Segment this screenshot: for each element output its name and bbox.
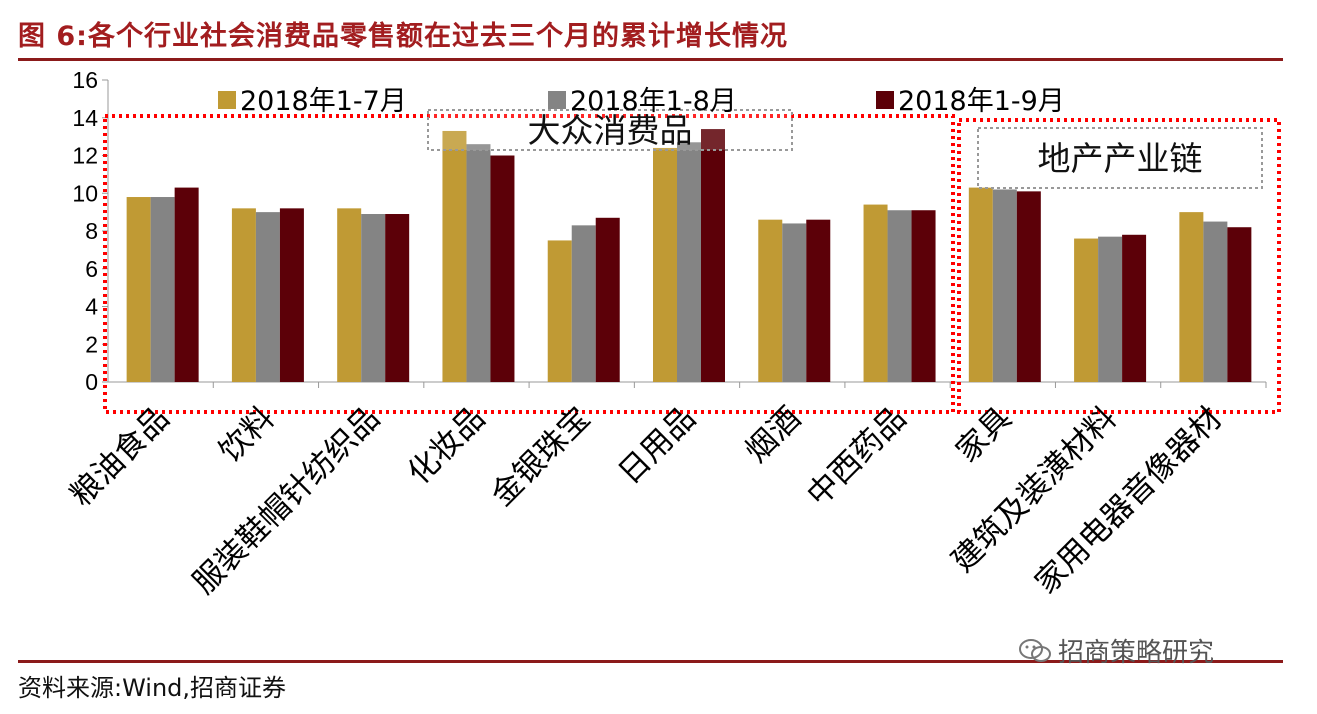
bar	[255, 212, 280, 382]
x-tick-label: 服装鞋帽针纺织品	[186, 400, 387, 601]
bar	[806, 219, 831, 382]
legend: 2018年1-7月 2018年1-8月 2018年1-9月	[218, 86, 1065, 117]
source-note: 资料来源:Wind,招商证券	[18, 674, 287, 702]
x-tick-label: 中西药品	[800, 400, 913, 513]
wechat-icon	[1019, 638, 1051, 662]
group-label: 地产产业链	[1038, 139, 1203, 178]
bar	[1203, 221, 1228, 382]
bar	[782, 223, 807, 382]
bar	[126, 197, 151, 382]
y-tick-label: 14	[72, 105, 98, 131]
bar	[547, 240, 572, 382]
bar	[337, 208, 362, 382]
bar	[361, 214, 386, 382]
bar	[150, 197, 175, 382]
legend-swatch	[548, 91, 566, 109]
bar	[442, 130, 467, 382]
bar	[887, 210, 912, 382]
bar	[968, 187, 993, 382]
bar	[595, 217, 620, 382]
bar	[1179, 212, 1204, 382]
y-tick-label: 2	[85, 331, 98, 357]
group-label-box	[977, 127, 1263, 189]
bar	[758, 219, 783, 382]
bar	[863, 204, 888, 382]
bar	[490, 155, 515, 382]
y-tick-label: 0	[85, 369, 98, 395]
bar	[174, 187, 199, 382]
bar	[385, 214, 410, 382]
y-tick-label: 10	[72, 180, 98, 206]
legend-swatch	[876, 91, 894, 109]
bar	[992, 189, 1017, 382]
x-tick-label: 烟酒	[739, 400, 808, 469]
bar	[466, 144, 491, 382]
bar	[677, 142, 701, 382]
x-tick-label: 家用电器音像器材	[1028, 400, 1229, 601]
bar	[231, 208, 256, 382]
legend-label: 2018年1-8月	[570, 86, 737, 117]
y-tick-label: 6	[85, 256, 98, 282]
legend-label: 2018年1-7月	[240, 86, 407, 117]
bars	[126, 129, 1267, 388]
legend-label: 2018年1-9月	[898, 86, 1065, 117]
bar	[1227, 227, 1252, 382]
y-tick-label: 16	[72, 67, 98, 93]
group-box	[103, 114, 955, 414]
x-tick-label: 粮油食品	[63, 400, 176, 513]
y-tick-label: 8	[85, 218, 98, 244]
y-tick-label: 12	[72, 143, 98, 169]
legend-swatch	[218, 91, 236, 109]
watermark-text: 招商策略研究	[1058, 638, 1215, 668]
bar	[701, 129, 725, 382]
bar	[1074, 238, 1099, 382]
bar	[571, 225, 596, 382]
x-tick-label: 金银珠宝	[484, 400, 597, 513]
bar	[1016, 191, 1041, 382]
bar	[279, 208, 304, 382]
watermark: 招商策略研究	[1018, 632, 1214, 669]
bar	[911, 210, 936, 382]
chart-title: 图 6:各个行业社会消费品零售额在过去三个月的累计增长情况	[18, 21, 788, 52]
x-tick-label: 饮料	[212, 400, 281, 469]
bottom-rule	[18, 660, 1283, 663]
bar	[653, 147, 677, 382]
bar	[1098, 236, 1123, 382]
bar	[1122, 234, 1147, 382]
group-box	[957, 118, 1281, 414]
group-label: 大众消费品	[528, 111, 693, 150]
top-rule	[18, 58, 1283, 61]
y-tick-label: 4	[85, 294, 98, 320]
group-label-box	[427, 109, 793, 151]
